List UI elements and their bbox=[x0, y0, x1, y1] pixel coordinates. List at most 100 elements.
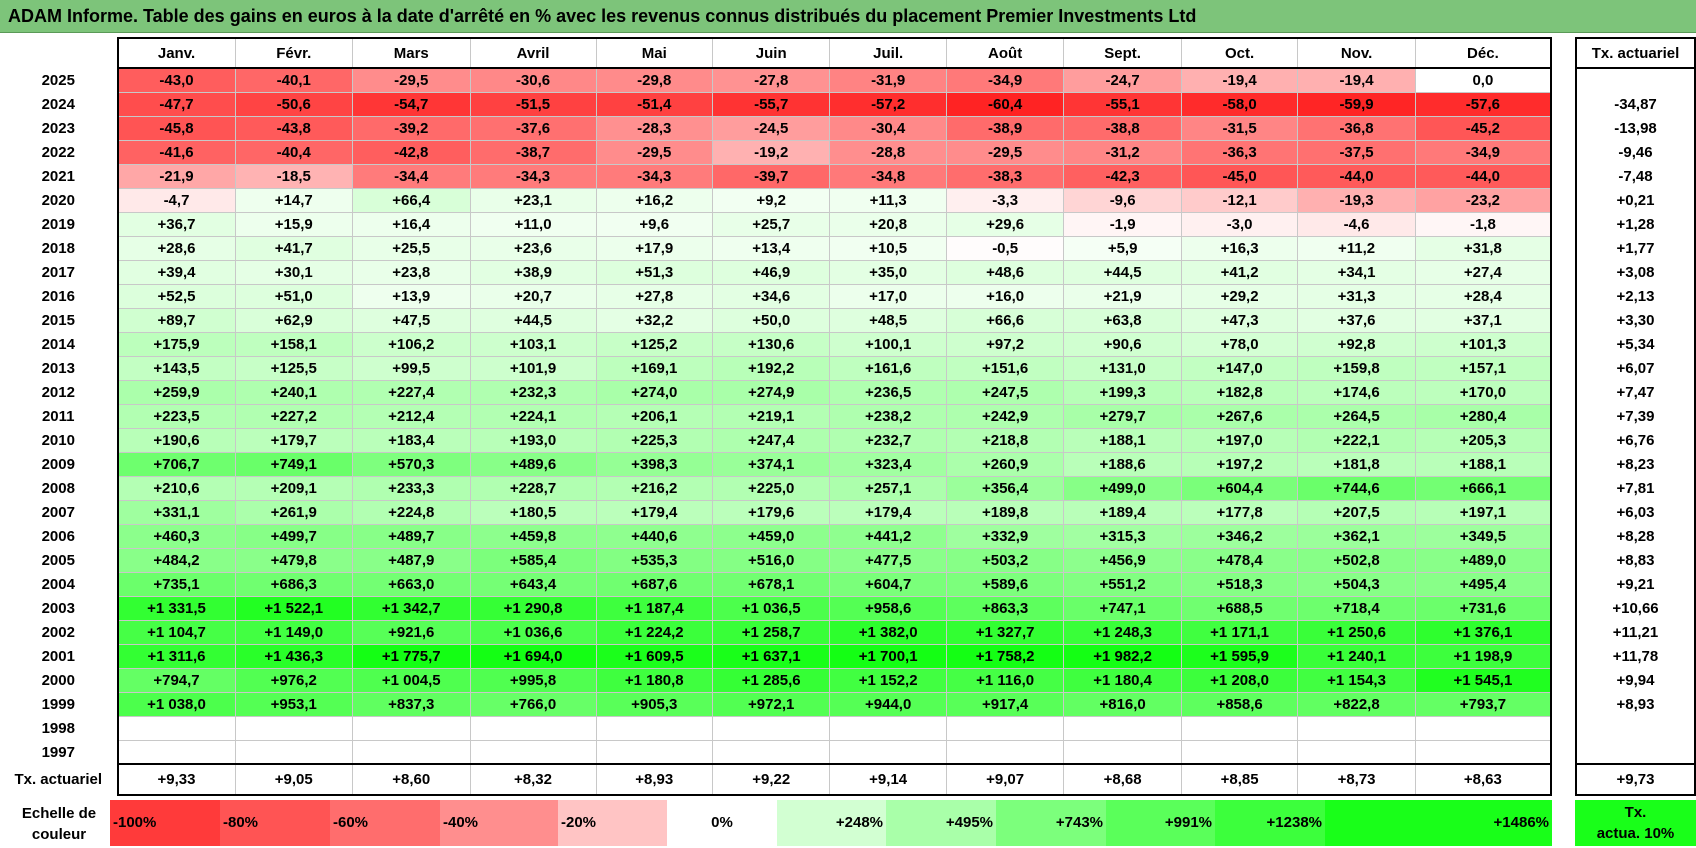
gain-cell[interactable]: +731,6 bbox=[1414, 595, 1552, 620]
gain-cell[interactable]: -39,7 bbox=[711, 163, 830, 188]
gain-cell[interactable]: +125,2 bbox=[595, 331, 713, 356]
gain-cell[interactable]: -28,3 bbox=[595, 115, 713, 140]
gain-cell[interactable]: -34,9 bbox=[1414, 139, 1552, 164]
gain-cell[interactable]: +921,6 bbox=[352, 619, 470, 644]
gain-cell[interactable]: +551,2 bbox=[1063, 571, 1182, 596]
gain-cell[interactable]: +1 248,3 bbox=[1063, 619, 1182, 644]
gain-cell[interactable]: +917,4 bbox=[945, 691, 1064, 716]
gain-cell[interactable]: +1 038,0 bbox=[116, 691, 235, 716]
gain-cell[interactable]: -19,4 bbox=[1297, 67, 1416, 92]
gain-cell[interactable]: +274,0 bbox=[595, 379, 713, 404]
gain-cell[interactable]: +1 224,2 bbox=[595, 619, 713, 644]
gain-cell[interactable]: +183,4 bbox=[352, 427, 470, 452]
gain-cell[interactable]: -38,3 bbox=[945, 163, 1064, 188]
gain-cell[interactable]: +1 637,1 bbox=[711, 643, 830, 668]
gain-cell[interactable]: +232,7 bbox=[829, 427, 947, 452]
gain-cell[interactable]: +440,6 bbox=[595, 523, 713, 548]
gain-cell[interactable]: +1 152,2 bbox=[829, 667, 947, 692]
gain-cell[interactable]: +264,5 bbox=[1297, 403, 1416, 428]
gain-cell[interactable]: +21,9 bbox=[1063, 283, 1182, 308]
gain-cell[interactable]: +189,4 bbox=[1063, 499, 1182, 524]
gain-cell[interactable]: -45,0 bbox=[1180, 163, 1298, 188]
gain-cell[interactable]: +666,1 bbox=[1414, 475, 1552, 500]
gain-cell[interactable]: +495,4 bbox=[1414, 571, 1552, 596]
gain-cell[interactable]: +31,8 bbox=[1414, 235, 1552, 260]
gain-cell[interactable]: +11,2 bbox=[1297, 235, 1416, 260]
gain-cell[interactable]: +236,5 bbox=[829, 379, 947, 404]
gain-cell[interactable]: +456,9 bbox=[1063, 547, 1182, 572]
gain-cell[interactable]: -34,3 bbox=[469, 163, 597, 188]
gain-cell[interactable]: +161,6 bbox=[829, 355, 947, 380]
gain-cell[interactable]: +207,5 bbox=[1297, 499, 1416, 524]
gain-cell[interactable]: -42,3 bbox=[1063, 163, 1182, 188]
gain-cell[interactable]: +131,0 bbox=[1063, 355, 1182, 380]
gain-cell[interactable]: -44,0 bbox=[1297, 163, 1416, 188]
gain-cell[interactable]: -1,8 bbox=[1414, 211, 1552, 236]
gain-cell[interactable]: +17,0 bbox=[829, 283, 947, 308]
gain-cell[interactable]: +9,6 bbox=[595, 211, 713, 236]
gain-cell[interactable]: +747,1 bbox=[1063, 595, 1182, 620]
gain-cell[interactable]: +1 700,1 bbox=[829, 643, 947, 668]
gain-cell[interactable]: +247,5 bbox=[945, 379, 1064, 404]
gain-cell[interactable]: +31,3 bbox=[1297, 283, 1416, 308]
gain-cell[interactable]: +147,0 bbox=[1180, 355, 1298, 380]
gain-cell[interactable]: -40,1 bbox=[234, 67, 353, 92]
gain-cell[interactable]: +50,0 bbox=[711, 307, 830, 332]
gain-cell[interactable]: +62,9 bbox=[234, 307, 353, 332]
gain-cell[interactable]: +247,4 bbox=[711, 427, 830, 452]
gain-cell[interactable]: +179,7 bbox=[234, 427, 353, 452]
gain-cell[interactable]: -30,4 bbox=[829, 115, 947, 140]
gain-cell[interactable]: -36,8 bbox=[1297, 115, 1416, 140]
gain-cell[interactable] bbox=[1297, 715, 1416, 740]
gain-cell[interactable]: +1 180,8 bbox=[595, 667, 713, 692]
gain-cell[interactable]: +280,4 bbox=[1414, 403, 1552, 428]
gain-cell[interactable]: +274,9 bbox=[711, 379, 830, 404]
gain-cell[interactable]: +212,4 bbox=[352, 403, 470, 428]
gain-cell[interactable]: -0,5 bbox=[945, 235, 1064, 260]
gain-cell[interactable]: -47,7 bbox=[116, 91, 235, 116]
gain-cell[interactable]: +222,1 bbox=[1297, 427, 1416, 452]
gain-cell[interactable] bbox=[1297, 739, 1416, 765]
gain-cell[interactable] bbox=[595, 715, 713, 740]
gain-cell[interactable]: -57,6 bbox=[1414, 91, 1552, 116]
gain-cell[interactable]: +14,7 bbox=[234, 187, 353, 212]
gain-cell[interactable]: +63,8 bbox=[1063, 307, 1182, 332]
gain-cell[interactable]: +223,5 bbox=[116, 403, 235, 428]
gain-cell[interactable]: +16,2 bbox=[595, 187, 713, 212]
gain-cell[interactable]: +257,1 bbox=[829, 475, 947, 500]
gain-cell[interactable]: +210,6 bbox=[116, 475, 235, 500]
gain-cell[interactable] bbox=[1063, 739, 1182, 765]
gain-cell[interactable]: -19,2 bbox=[711, 139, 830, 164]
gain-cell[interactable]: +718,4 bbox=[1297, 595, 1416, 620]
gain-cell[interactable]: +5,9 bbox=[1063, 235, 1182, 260]
gain-cell[interactable]: -24,7 bbox=[1063, 67, 1182, 92]
gain-cell[interactable]: -55,7 bbox=[711, 91, 830, 116]
gain-cell[interactable]: +441,2 bbox=[829, 523, 947, 548]
gain-cell[interactable]: +822,8 bbox=[1297, 691, 1416, 716]
gain-cell[interactable]: +735,1 bbox=[116, 571, 235, 596]
gain-cell[interactable]: +706,7 bbox=[116, 451, 235, 476]
gain-cell[interactable]: -40,4 bbox=[234, 139, 353, 164]
gain-cell[interactable]: +37,1 bbox=[1414, 307, 1552, 332]
gain-cell[interactable]: +44,5 bbox=[1063, 259, 1182, 284]
gain-cell[interactable]: +179,6 bbox=[711, 499, 830, 524]
gain-cell[interactable]: +52,5 bbox=[116, 283, 235, 308]
gain-cell[interactable]: +260,9 bbox=[945, 451, 1064, 476]
gain-cell[interactable]: +516,0 bbox=[711, 547, 830, 572]
gain-cell[interactable]: +197,1 bbox=[1414, 499, 1552, 524]
gain-cell[interactable]: +816,0 bbox=[1063, 691, 1182, 716]
gain-cell[interactable]: +1 180,4 bbox=[1063, 667, 1182, 692]
gain-cell[interactable]: +47,3 bbox=[1180, 307, 1298, 332]
gain-cell[interactable]: +90,6 bbox=[1063, 331, 1182, 356]
gain-cell[interactable] bbox=[711, 715, 830, 740]
gain-cell[interactable]: -58,0 bbox=[1180, 91, 1298, 116]
gain-cell[interactable] bbox=[116, 715, 235, 740]
gain-cell[interactable]: +570,3 bbox=[352, 451, 470, 476]
gain-cell[interactable]: +23,6 bbox=[469, 235, 597, 260]
gain-cell[interactable]: +27,8 bbox=[595, 283, 713, 308]
gain-cell[interactable]: +35,0 bbox=[829, 259, 947, 284]
gain-cell[interactable]: +315,3 bbox=[1063, 523, 1182, 548]
gain-cell[interactable]: +66,6 bbox=[945, 307, 1064, 332]
gain-cell[interactable]: -31,9 bbox=[829, 67, 947, 92]
gain-cell[interactable]: +51,3 bbox=[595, 259, 713, 284]
